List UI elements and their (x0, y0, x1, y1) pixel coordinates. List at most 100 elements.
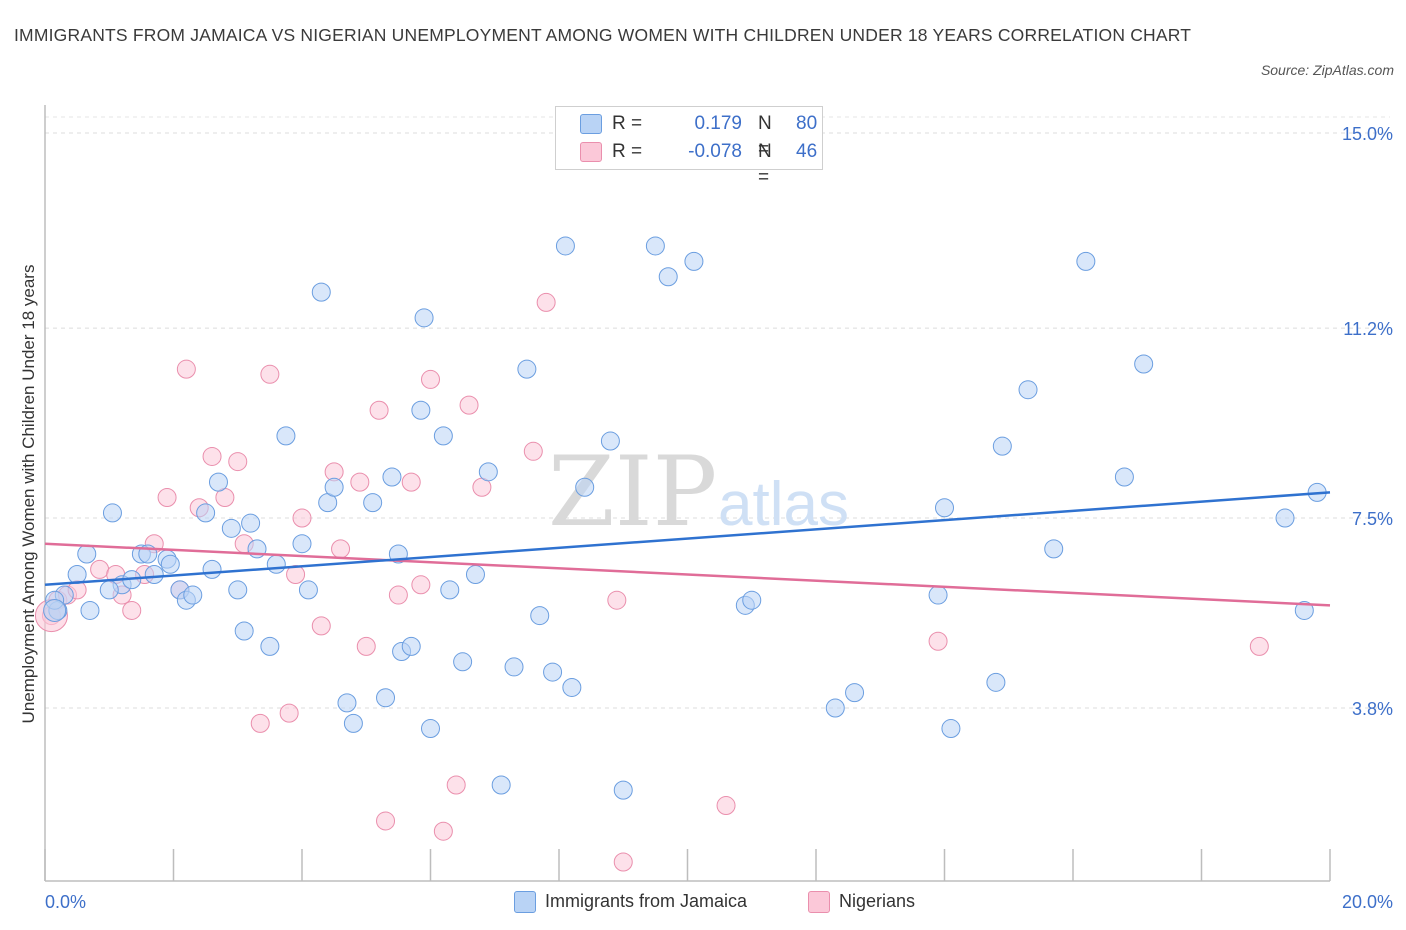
jamaica-point (941, 719, 961, 739)
jamaica-point (1018, 380, 1038, 400)
nigerians-point (260, 364, 280, 384)
nigerians-point (388, 585, 408, 605)
nigerians-point (536, 292, 556, 312)
jamaica-point (562, 677, 582, 697)
legend-r-value: 0.179 (694, 113, 742, 134)
jamaica-point (575, 477, 595, 497)
chart-title: IMMIGRANTS FROM JAMAICA VS NIGERIAN UNEM… (14, 25, 1192, 45)
jamaica-point (478, 462, 498, 482)
jamaica-point (196, 503, 216, 523)
nigerians-point (311, 616, 331, 636)
jamaica-point (1294, 600, 1314, 620)
jamaica-point (465, 565, 485, 585)
trend-lines (44, 491, 1331, 607)
nigerians-point (331, 539, 351, 559)
jamaica-point (845, 683, 865, 703)
nigerians-trend-line (44, 542, 1331, 607)
x-tick-label: 20.0% (1342, 892, 1393, 912)
nigerians-point (369, 400, 389, 420)
x-tick-label: 0.0% (45, 892, 86, 912)
nigerians-point (202, 446, 222, 466)
jamaica-point (382, 467, 402, 487)
jamaica-trend-line (44, 491, 1331, 587)
jamaica-point (337, 693, 357, 713)
nigerians-point (157, 488, 177, 508)
nigerians-point (433, 821, 453, 841)
jamaica-point (77, 544, 97, 564)
y-tick-label: 11.2% (1343, 319, 1393, 339)
jamaica-point (228, 580, 248, 600)
nigerians-point (90, 559, 110, 579)
legend-r-value: -0.078 (688, 141, 742, 162)
jamaica-point (504, 657, 524, 677)
jamaica-point (241, 513, 261, 533)
jamaica-point (401, 636, 421, 656)
legend-n-label: N = (758, 141, 772, 188)
nigerians-point (421, 369, 440, 389)
stats-legend: R = 0.179 N = 80 R = -0.078 N = 46 (555, 106, 823, 188)
jamaica-point (1076, 251, 1096, 271)
jamaica-point (440, 580, 460, 600)
jamaica-point (645, 236, 665, 256)
legend-n-value: 46 (796, 141, 818, 162)
nigerians-point (122, 600, 142, 620)
nigerians-point (1249, 636, 1269, 656)
jamaica-point (1275, 508, 1295, 528)
jamaica-point (202, 559, 222, 579)
jamaica-point (986, 672, 1006, 692)
legend-n-label: N = (758, 113, 772, 160)
legend-n-value: 80 (796, 113, 818, 134)
jamaica-point (742, 590, 762, 610)
jamaica-point (260, 636, 280, 656)
y-tick-label: 15.0% (1342, 124, 1393, 144)
jamaica-point (298, 580, 318, 600)
jamaica-point (363, 493, 383, 513)
legend-swatch-nigerians (580, 142, 602, 162)
jamaica-point (825, 698, 845, 718)
jamaica-point (684, 251, 704, 271)
gridlines (45, 116, 1390, 709)
nigerians-points (34, 123, 1269, 872)
jamaica-points (43, 236, 1327, 800)
jamaica-point (543, 662, 563, 682)
jamaica-point-cluster (43, 598, 67, 622)
jamaica-point (276, 426, 296, 446)
nigerians-point (607, 590, 627, 610)
jamaica-point (1134, 354, 1154, 374)
jamaica-point (183, 585, 203, 605)
tick-labels: 3.8% 7.5% 11.2% 15.0% 0.0% 20.0% (45, 124, 1393, 912)
jamaica-point (658, 267, 678, 287)
jamaica-point (80, 600, 100, 620)
jamaica-point (600, 431, 620, 451)
nigerians-point (350, 472, 370, 492)
jamaica-point (1044, 539, 1064, 559)
nigerians-point (446, 775, 466, 795)
jamaica-point (343, 713, 363, 733)
nigerians-point (523, 441, 543, 461)
y-tick-label: 7.5% (1352, 509, 1393, 529)
jamaica-point (491, 775, 511, 795)
y-axis-label: Unemployment Among Women with Children U… (19, 265, 38, 724)
y-tick-label: 3.8% (1352, 699, 1393, 719)
jamaica-point (992, 436, 1012, 456)
jamaica-point (266, 554, 286, 574)
jamaica-point (1114, 467, 1134, 487)
nigerians-point (292, 508, 312, 528)
nigerians-point (928, 631, 948, 651)
jamaica-point (234, 621, 254, 641)
nigerians-point (459, 395, 479, 415)
nigerians-point (716, 796, 736, 816)
jamaica-point (613, 780, 633, 800)
nigerians-point (279, 703, 299, 723)
nigerians-point (250, 713, 270, 733)
jamaica-point (144, 565, 164, 585)
jamaica-point (376, 688, 396, 708)
jamaica-point (102, 503, 122, 523)
jamaica-point (453, 652, 473, 672)
nigerians-point (613, 852, 633, 872)
bottom-legend-label-jamaica: Immigrants from Jamaica (545, 891, 748, 911)
nigerians-point (376, 811, 396, 831)
jamaica-point (935, 498, 954, 518)
watermark-zip: ZIP (548, 436, 717, 548)
